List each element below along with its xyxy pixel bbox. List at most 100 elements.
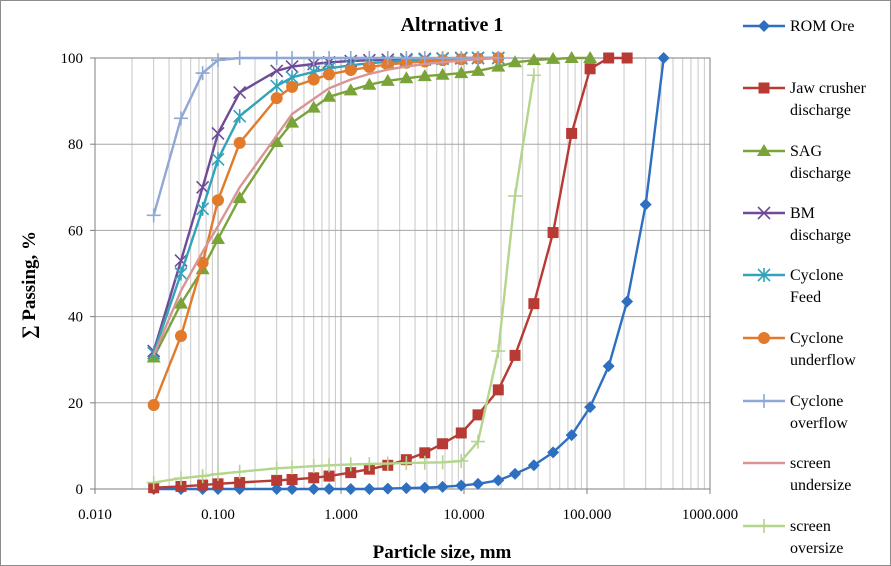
series-screen-undersize [152,56,499,356]
data-point-sag-discharge [564,51,579,63]
data-point-cyclone-underflow [344,64,357,77]
data-point-cyclone-overflow [173,111,188,126]
x-tick-label: 0.010 [78,507,112,523]
y-axis-label: ∑ Passing, % [19,231,40,339]
series-line-sag-discharge [152,56,591,359]
data-point-bm-discharge [285,60,299,74]
data-point-jaw-crusher-discharge [584,63,596,75]
data-point-cyclone-overflow [195,66,210,81]
data-point-bm-discharge [196,180,210,194]
x-axis-label: Particle size, mm [373,542,512,563]
x-tick-label: 1000.000 [682,507,738,523]
legend-label: screen undersize [790,455,851,494]
data-point-rom-ore [344,483,357,495]
data-point-cyclone-underflow [212,194,224,207]
data-point-cyclone-underflow [270,92,283,105]
x-tick-label: 10.000 [443,507,484,523]
data-point-screen-oversize [399,456,414,471]
data-point-jaw-crusher-discharge [621,52,633,64]
legend-swatch-marker [757,206,771,220]
data-point-jaw-crusher-discharge [286,474,298,486]
data-point-sag-discharge [269,135,284,148]
data-point-rom-ore [657,52,670,64]
data-point-sag-discharge [232,191,247,204]
data-point-jaw-crusher-discharge [509,349,521,361]
data-point-rom-ore [286,483,299,495]
data-point-sag-discharge [546,51,561,64]
data-point-cyclone-underflow [147,398,160,411]
data-point-cyclone-overflow [146,208,161,223]
data-point-sag-discharge [491,59,506,72]
legend-label: Cyclone overflow [790,393,848,432]
legend-label: BM discharge [790,205,851,244]
data-point-cyclone-underflow [323,68,336,81]
data-point-jaw-crusher-discharge [212,478,224,490]
data-point-jaw-crusher-discharge [323,470,335,482]
data-point-sag-discharge [399,71,414,84]
data-point-rom-ore [565,429,578,442]
data-point-jaw-crusher-discharge [437,438,449,450]
data-point-screen-oversize [362,457,377,472]
data-point-rom-ore [584,401,597,414]
legend-label: Cyclone Feed [790,267,843,306]
series-screen-oversize [146,68,541,490]
data-point-rom-ore [602,360,615,373]
data-point-screen-oversize [232,464,247,479]
series-line-screen-undersize [152,56,499,356]
data-point-sag-discharge [362,77,377,90]
data-point-cyclone-feed [211,152,225,167]
data-point-sag-discharge [583,51,598,63]
series-line-cyclone-overflow [152,56,499,216]
data-point-rom-ore [270,483,283,495]
data-point-jaw-crusher-discharge [472,409,484,421]
data-point-screen-oversize [146,475,161,490]
data-point-rom-ore [307,483,320,495]
data-point-jaw-crusher-discharge [175,480,187,492]
plot-area-border [94,57,711,490]
data-point-bm-discharge [270,64,284,78]
data-point-cyclone-feed [233,109,247,124]
series-layer [146,51,670,495]
y-tick-label: 60 [68,223,83,239]
data-point-rom-ore [527,459,540,472]
legend-swatch-marker [757,394,771,408]
series-line-cyclone-underflow [152,56,499,406]
legend-item-cyclone-overflow: Cyclone overflow [743,393,848,432]
legend-item-rom-ore: ROM Ore [743,18,854,35]
series-line-bm-discharge [152,56,499,352]
data-point-jaw-crusher-discharge [528,298,540,310]
chart-title: Altrnative 1 [401,14,504,36]
data-point-sag-discharge [508,55,523,68]
data-point-rom-ore [400,482,413,495]
data-point-jaw-crusher-discharge [547,227,559,239]
data-point-cyclone-overflow [322,51,337,65]
legend-label: SAG discharge [790,143,851,182]
legend-label: Cyclone underflow [790,330,856,369]
data-point-screen-oversize [471,434,486,449]
data-point-screen-oversize [322,458,337,473]
data-point-cyclone-underflow [233,136,246,149]
y-tick-label: 20 [68,396,83,412]
data-point-jaw-crusher-discharge [455,427,467,439]
legend-item-sag-discharge: SAG discharge [743,143,851,182]
legend-item-screen-oversize: screen oversize [743,518,843,557]
data-point-rom-ore [436,480,449,493]
data-point-jaw-crusher-discharge [234,477,246,489]
data-point-cyclone-feed [174,266,188,281]
data-point-jaw-crusher-discharge [271,474,283,486]
data-point-sag-discharge [471,63,486,76]
data-point-rom-ore [455,479,468,492]
legend-label: ROM Ore [790,18,854,35]
data-point-jaw-crusher-discharge [492,384,504,396]
data-point-cyclone-overflow [399,51,414,65]
data-point-bm-discharge [211,126,225,140]
data-point-bm-discharge [233,85,247,100]
data-point-sag-discharge [211,232,225,245]
data-point-cyclone-overflow [306,51,321,65]
data-point-rom-ore [381,482,394,495]
data-point-sag-discharge [285,115,300,128]
x-axis-ticks: 0.010 0.100 1.000 10.000 100.000 1000.000 [78,489,738,523]
x-tick-label: 1.000 [324,507,358,523]
data-point-screen-oversize [269,461,284,476]
